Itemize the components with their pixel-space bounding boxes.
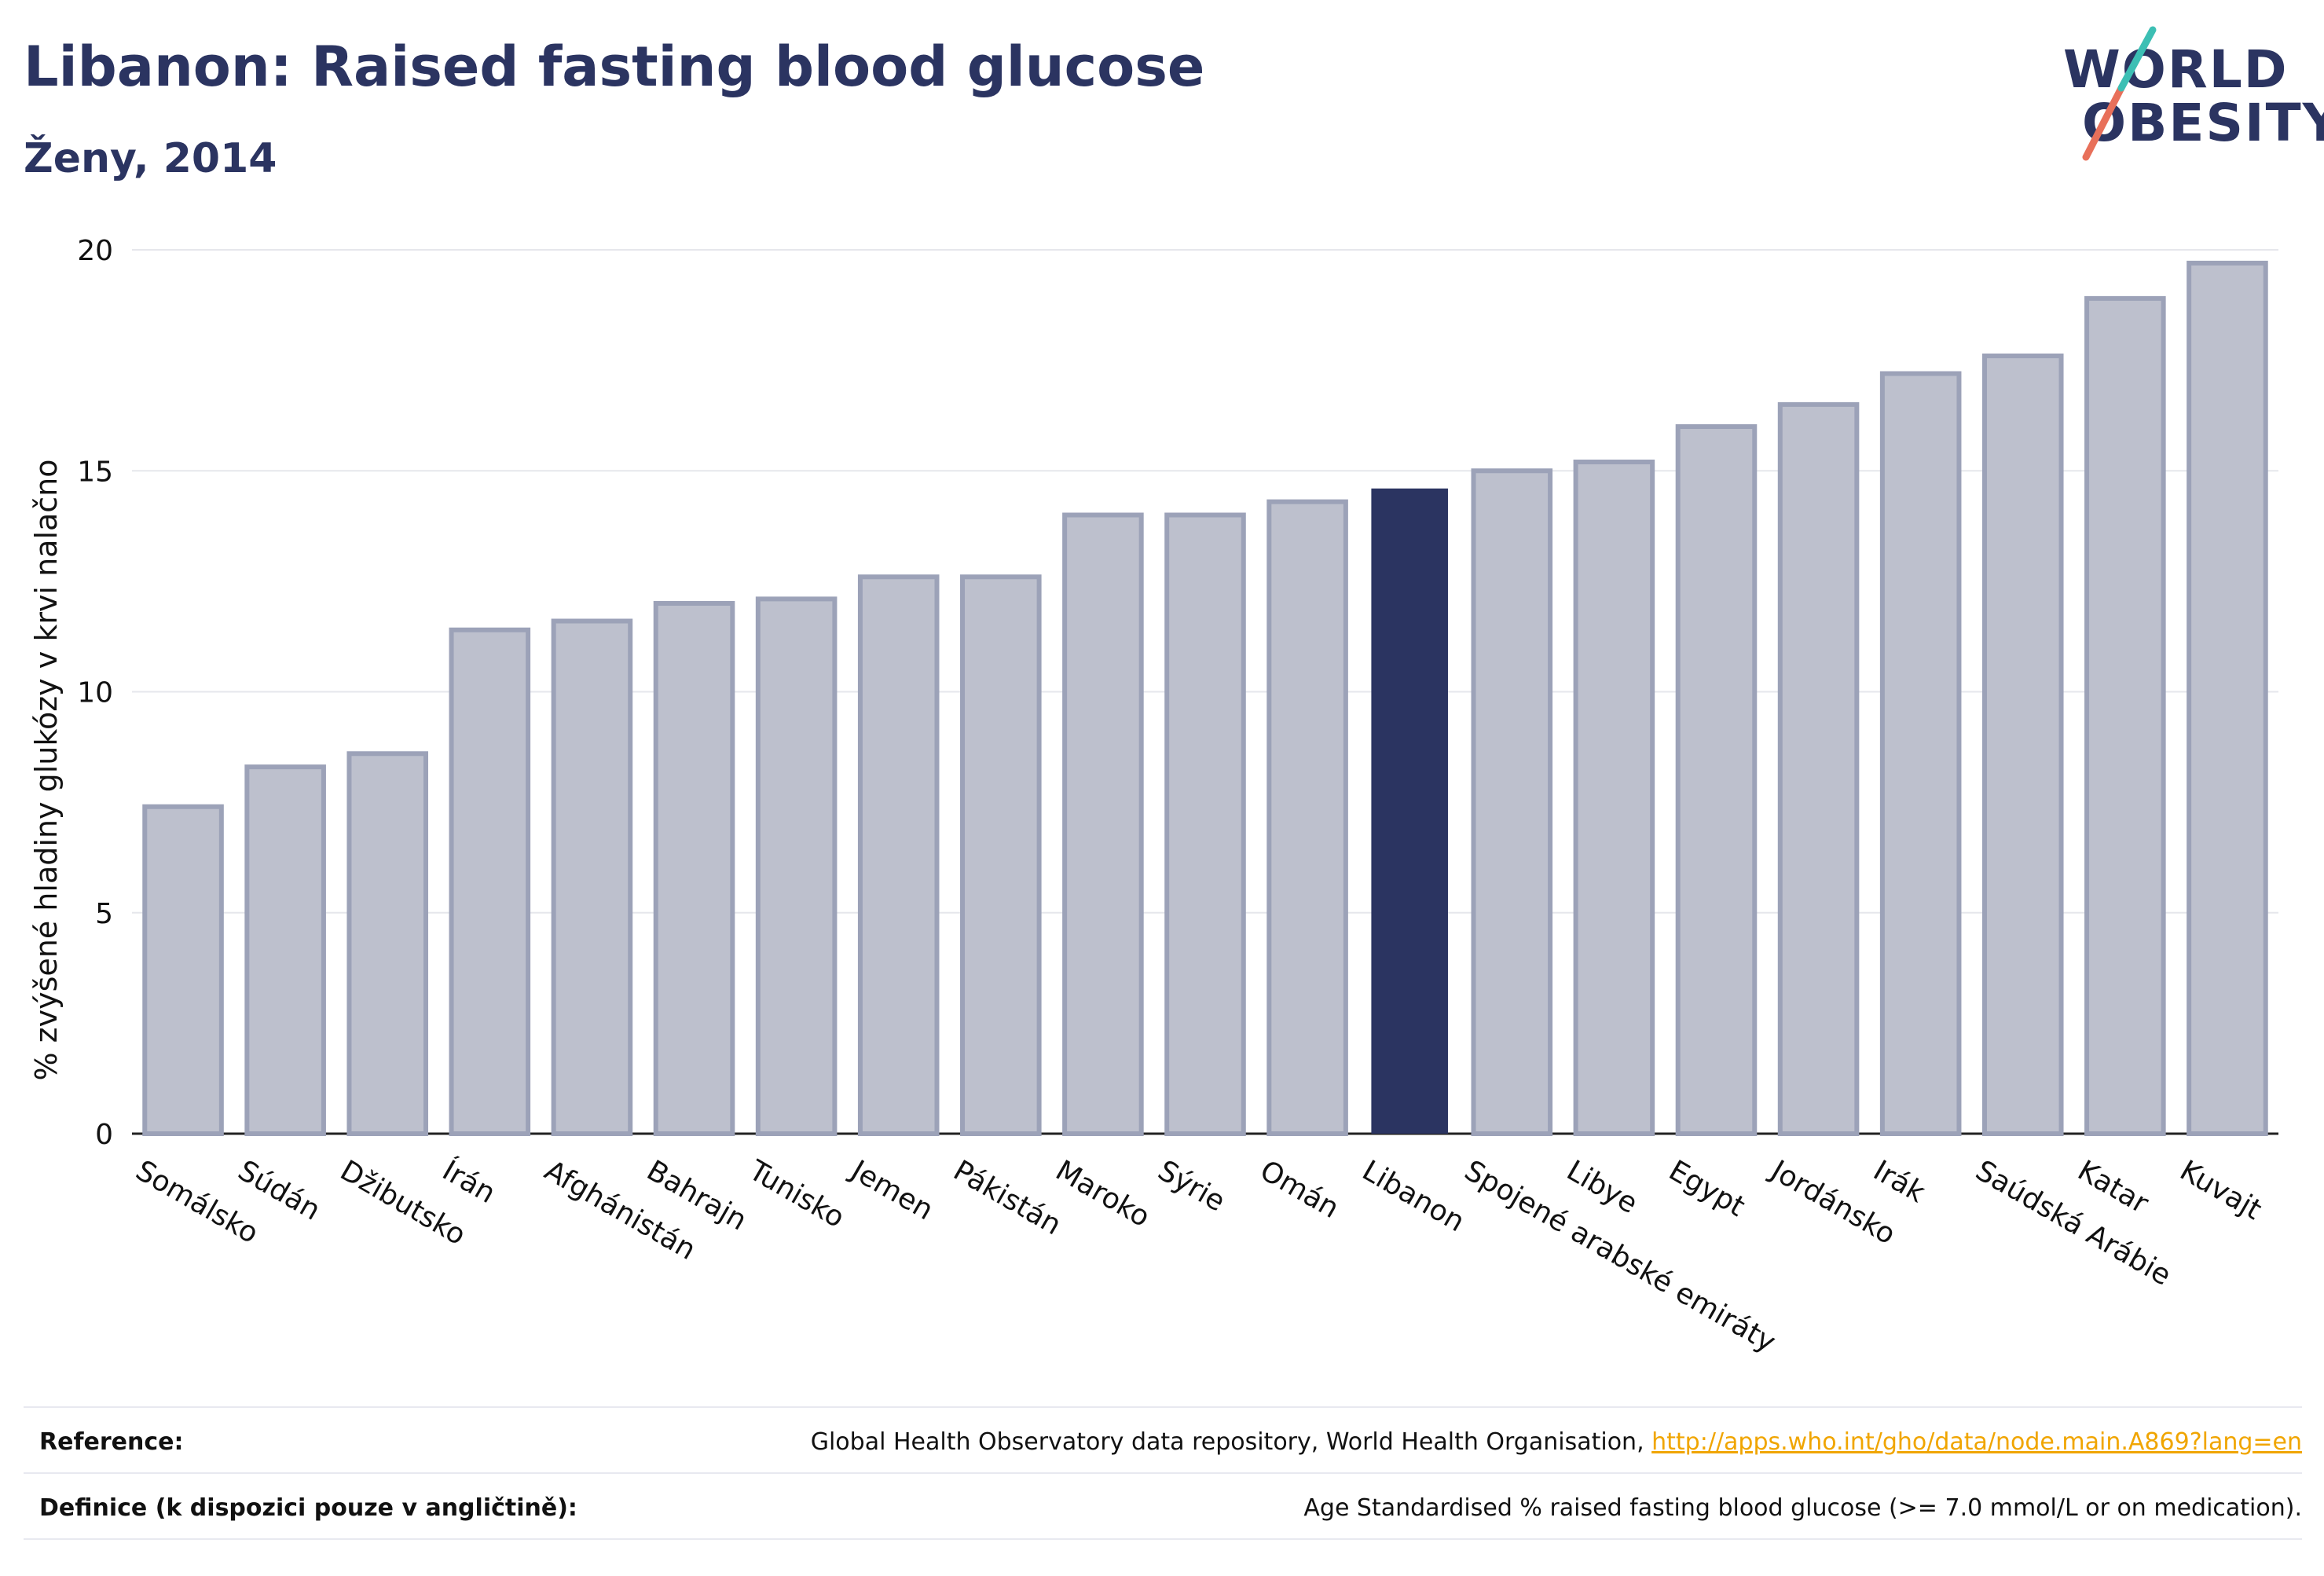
bar <box>244 764 326 1136</box>
reference-value: Global Health Observatory data repositor… <box>811 1428 2302 1456</box>
x-tick-label: Saúdská Arábie <box>1970 1154 2176 1292</box>
bar <box>1573 460 1655 1136</box>
x-tick-label: Írán <box>437 1154 501 1211</box>
bar <box>2187 260 2268 1136</box>
definition-text: Age Standardised % raised fasting blood … <box>1303 1494 2302 1522</box>
bar <box>1371 488 1448 1134</box>
x-tick-label: Maroko <box>1050 1154 1156 1233</box>
bar <box>551 618 633 1136</box>
chart-subtitle: Ženy, 2014 <box>24 135 277 182</box>
y-axis-label: % zvýšené hladiny glukózy v krvi nalačno <box>29 459 64 1080</box>
bar <box>1675 424 1758 1136</box>
bar <box>2084 295 2166 1136</box>
x-tick-label: Irák <box>1868 1154 1930 1209</box>
bar <box>1266 499 1348 1136</box>
bar <box>755 596 838 1136</box>
reference-text: Global Health Observatory data repositor… <box>810 1428 1652 1456</box>
bar <box>1164 512 1246 1136</box>
chart-title: Libanon: Raised fasting blood glucose <box>24 35 1205 99</box>
y-tick-label: 5 <box>95 898 113 930</box>
bar <box>1471 468 1553 1136</box>
world-obesity-logo: WORLD OBESITY <box>2043 24 2324 165</box>
bar <box>960 574 1042 1136</box>
x-tick-label: Libanon <box>1357 1154 1470 1238</box>
bar <box>1777 401 1860 1136</box>
bar <box>142 804 224 1136</box>
bar <box>653 601 735 1136</box>
bar <box>1062 512 1144 1136</box>
x-tick-label: Libye <box>1561 1154 1643 1220</box>
y-tick-label: 20 <box>77 235 113 267</box>
bar <box>1879 371 1962 1136</box>
footer-divider <box>24 1538 2302 1540</box>
x-tick-label: Katar <box>2073 1154 2154 1220</box>
y-tick-label: 15 <box>77 456 113 488</box>
y-tick-label: 0 <box>95 1119 113 1151</box>
y-tick-label: 10 <box>77 677 113 709</box>
bar <box>857 574 940 1136</box>
logo-slash-icon <box>2082 26 2157 161</box>
y-axis-ticks: 0 5 10 15 20 <box>77 235 113 1151</box>
x-tick-label: Sýrie <box>1153 1154 1230 1218</box>
bars <box>142 260 2268 1136</box>
bar <box>1981 354 2064 1136</box>
x-tick-label: Pákistán <box>948 1154 1067 1241</box>
footer-divider <box>24 1406 2302 1408</box>
logo-line2: OBESITY <box>2082 93 2324 153</box>
x-tick-label: Tunisko <box>742 1154 849 1234</box>
logo-line1: WORLD <box>2063 39 2289 100</box>
x-tick-label: Omán <box>1255 1154 1344 1225</box>
x-tick-label: Kuvajt <box>2175 1154 2267 1226</box>
bar <box>449 627 531 1136</box>
x-tick-label: Jemen <box>845 1153 939 1226</box>
x-tick-label: Egypt <box>1663 1154 1750 1222</box>
bar <box>346 751 429 1136</box>
footer-divider <box>24 1472 2302 1474</box>
reference-label: Reference: <box>39 1428 184 1456</box>
definition-label: Definice (k dispozici pouze v angličtině… <box>39 1494 577 1522</box>
reference-link[interactable]: http://apps.who.int/gho/data/node.main.A… <box>1651 1428 2302 1456</box>
